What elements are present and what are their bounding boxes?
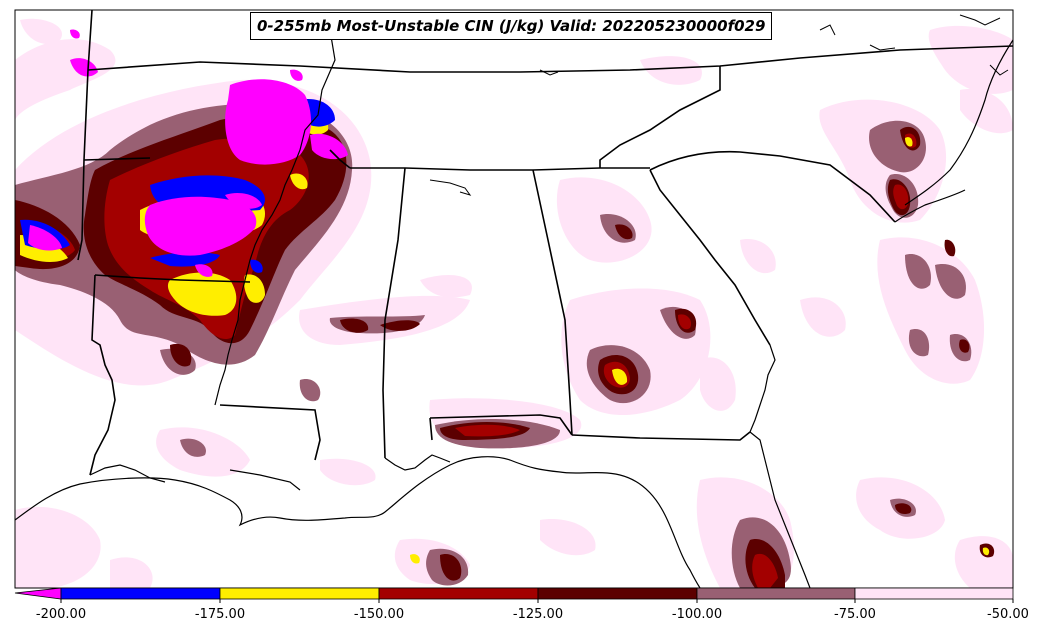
colorbar-tick-label: -50.00 [987, 607, 1029, 622]
map-title: 0-255mb Most-Unstable CIN (J/kg) Valid: … [250, 12, 773, 40]
cin-shading [15, 18, 1013, 588]
colorbar-ticks [60, 599, 1014, 603]
colorbar-tick-label: -150.00 [353, 607, 405, 622]
colorbar-bin [378, 587, 539, 600]
colorbar-tick-label: -175.00 [194, 607, 246, 622]
colorbar-extend-arrow [14, 587, 62, 600]
colorbar-bin [696, 587, 856, 600]
lake-details [429, 14, 1009, 196]
colorbar-tick-label: -100.00 [671, 607, 723, 622]
colorbar-bin [854, 587, 1014, 600]
cin-shade-magenta [28, 29, 348, 277]
rivers-coastlines [15, 29, 1013, 588]
colorbar-bin [219, 587, 380, 600]
colorbar-tick-label: -125.00 [512, 607, 564, 622]
colorbar-tick-label: -200.00 [35, 607, 87, 622]
colorbar-bin [60, 587, 221, 600]
colorbar-bin [537, 587, 698, 600]
state-borders [77, 10, 1013, 476]
boundaries [15, 10, 1013, 588]
colorbar [14, 587, 1014, 603]
colorbar-tick-label: -75.00 [834, 607, 876, 622]
